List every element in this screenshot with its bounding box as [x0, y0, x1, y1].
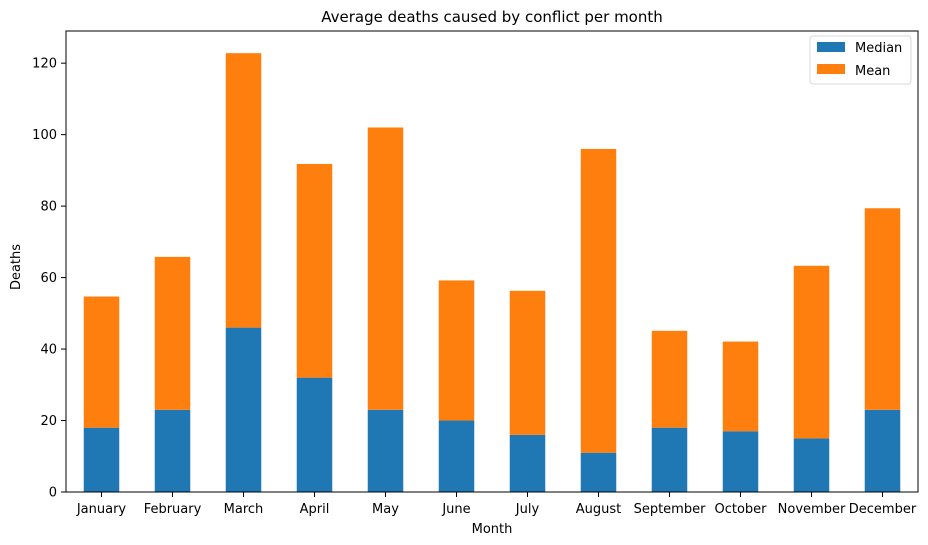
x-tick-label: December	[849, 502, 917, 517]
legend-label-mean: Mean	[855, 64, 890, 79]
bar-mean-october	[722, 341, 759, 432]
bar-median-september	[651, 427, 688, 492]
x-tick-label: August	[576, 502, 622, 517]
y-tick-label: 60	[40, 271, 57, 286]
x-tick-label: May	[372, 502, 399, 517]
bar-median-december	[864, 409, 901, 492]
bar-mean-april	[296, 163, 333, 378]
y-tick-label: 120	[32, 57, 57, 72]
bar-median-june	[438, 420, 475, 492]
bar-mean-september	[651, 330, 688, 428]
plot-area: January February March April May June July Augu…	[32, 30, 919, 517]
y-tick-label: 40	[40, 343, 57, 358]
plot-frame	[65, 30, 919, 493]
y-axis-label: Deaths	[9, 244, 24, 290]
bar-median-february	[154, 409, 191, 492]
x-tick-label: September	[634, 502, 707, 517]
bar-median-may	[367, 409, 404, 492]
legend-swatch-median	[817, 42, 845, 52]
x-tick-label: March	[224, 502, 264, 517]
bar-median-april	[296, 377, 333, 492]
legend-label-median: Median	[855, 41, 902, 56]
x-tick-label: June	[441, 502, 470, 517]
bar-median-november	[793, 438, 830, 492]
bar-mean-july	[509, 290, 546, 435]
y-tick-label: 20	[40, 414, 57, 429]
bar-mean-november	[793, 265, 830, 439]
y-tick-label: 0	[49, 486, 57, 501]
bar-median-august	[580, 452, 617, 492]
bar-median-july	[509, 434, 546, 492]
bar-mean-december	[864, 208, 901, 410]
x-axis-label: Month	[472, 522, 513, 537]
x-tick-label: October	[714, 502, 767, 517]
x-tick-label: April	[300, 502, 330, 517]
legend: Median Mean	[809, 35, 912, 85]
bar-median-october	[722, 431, 759, 492]
chart-title: Average deaths caused by conflict per mo…	[321, 8, 663, 26]
bar-mean-june	[438, 280, 475, 421]
bar-median-march	[225, 327, 262, 492]
bar-mean-january	[83, 296, 120, 428]
legend-swatch-mean	[817, 64, 845, 74]
x-tick-label: July	[515, 502, 540, 517]
y-tick-label: 80	[40, 200, 57, 215]
y-tick-label: 100	[32, 128, 57, 143]
bar-median-january	[83, 427, 120, 492]
x-tick-label: November	[778, 502, 846, 517]
x-tick-label: January	[76, 502, 127, 517]
bar-mean-may	[367, 127, 404, 410]
bar-mean-february	[154, 256, 191, 410]
bar-mean-august	[580, 148, 617, 453]
x-tick-label: February	[144, 502, 202, 517]
bar-mean-march	[225, 53, 262, 328]
